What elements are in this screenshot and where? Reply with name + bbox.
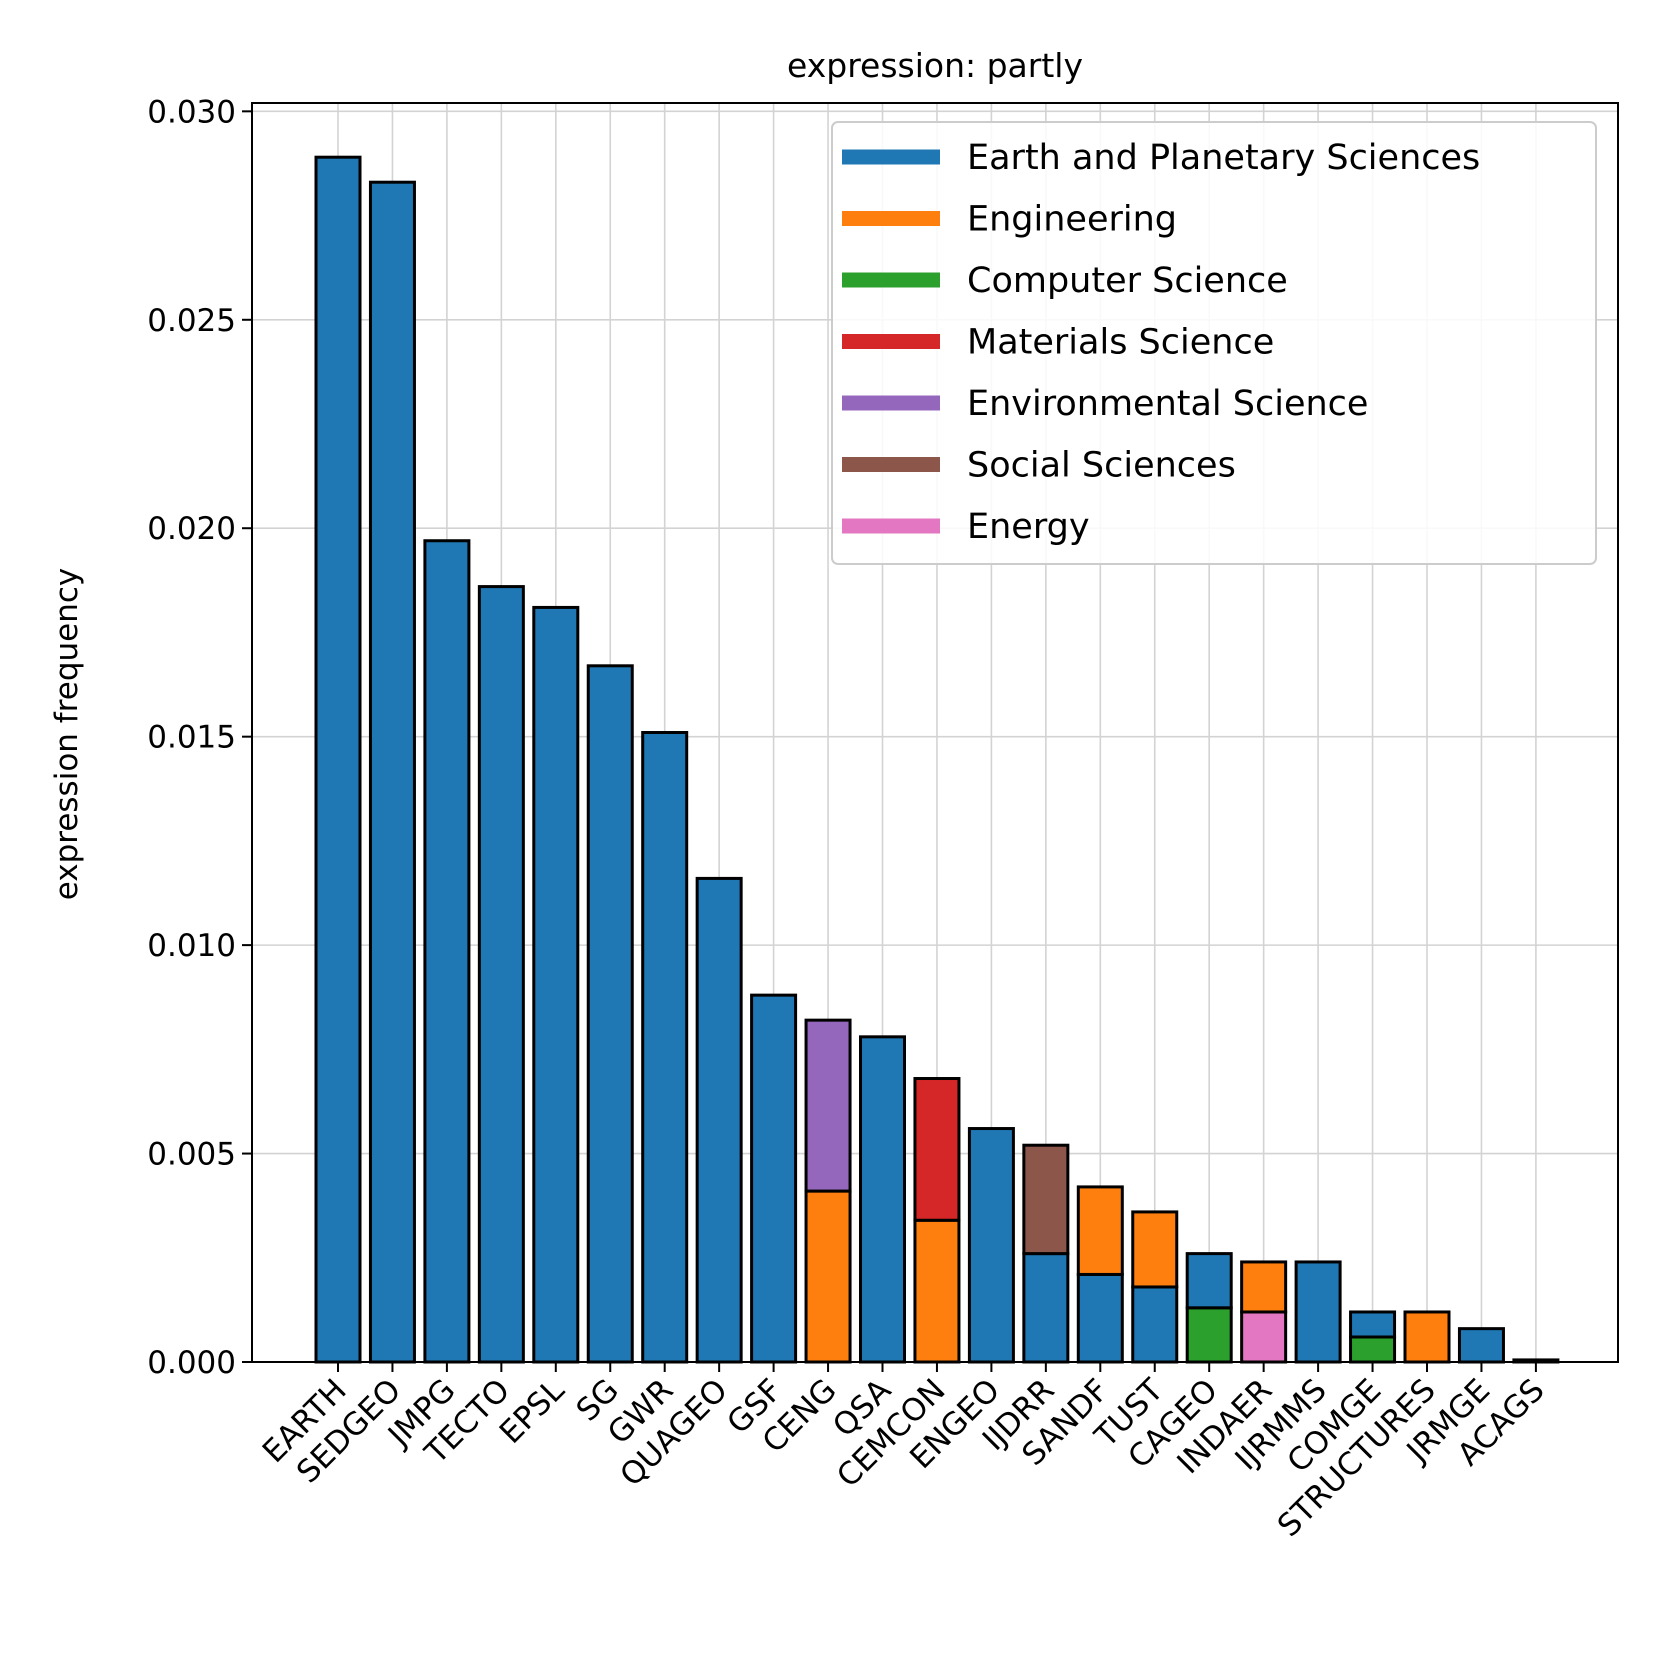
bar-indaer-engineering — [1240, 1260, 1288, 1314]
legend-label: Earth and Planetary Sciences — [967, 138, 1480, 178]
bar-ijdrr-social-sciences — [1022, 1143, 1070, 1256]
bar-sg-earth-and-planetary-sciences — [586, 664, 634, 1364]
bar-ijdrr-earth-and-planetary-sciences — [1022, 1252, 1070, 1364]
bar-cageo-earth-and-planetary-sciences — [1185, 1252, 1233, 1310]
bar-cemcon-engineering — [913, 1218, 961, 1364]
plot-frame — [251, 102, 1619, 1363]
bar-gsf-earth-and-planetary-sciences — [750, 993, 798, 1364]
y-tick-label: 0.025 — [147, 303, 236, 339]
bar-comge-computer-science — [1349, 1335, 1397, 1364]
bar-ceng-environmental-science — [804, 1018, 852, 1193]
bar-ceng-engineering — [804, 1189, 852, 1364]
bar-quageo-earth-and-planetary-sciences — [695, 876, 743, 1364]
bar-sandf-engineering — [1076, 1185, 1124, 1276]
legend-box — [831, 121, 1597, 565]
bar-engeo-earth-and-planetary-sciences — [967, 1127, 1015, 1364]
y-axis-label: expression frequency — [49, 568, 85, 901]
bar-tust-engineering — [1131, 1210, 1179, 1289]
bar-cageo-computer-science — [1185, 1306, 1233, 1364]
legend-label: Computer Science — [967, 261, 1288, 301]
bars — [314, 155, 1560, 1364]
y-tick-label: 0.005 — [147, 1137, 236, 1173]
legend-label: Materials Science — [967, 323, 1274, 363]
bar-indaer-energy — [1240, 1310, 1288, 1364]
legend-label: Engineering — [967, 200, 1177, 240]
bar-tust-earth-and-planetary-sciences — [1131, 1285, 1179, 1364]
bar-sandf-earth-and-planetary-sciences — [1076, 1272, 1124, 1364]
y-tick-label: 0.010 — [147, 928, 236, 964]
y-tick-label: 0.020 — [147, 511, 236, 547]
y-tick-label: 0.015 — [147, 720, 236, 756]
bar-tecto-earth-and-planetary-sciences — [477, 585, 525, 1364]
bar-structures-engineering — [1403, 1310, 1451, 1364]
chart-title: expression: partly — [787, 46, 1083, 85]
bar-sedgeo-earth-and-planetary-sciences — [368, 180, 416, 1364]
bar-cemcon-materials-science — [913, 1077, 961, 1222]
bar-ijrmms-earth-and-planetary-sciences — [1294, 1260, 1342, 1364]
legend-label: Environmental Science — [967, 384, 1368, 424]
legend-label: Energy — [967, 507, 1090, 547]
bar-gwr-earth-and-planetary-sciences — [641, 731, 689, 1364]
bar-epsl-earth-and-planetary-sciences — [532, 605, 580, 1364]
bar-jmpg-earth-and-planetary-sciences — [423, 539, 471, 1364]
legend-label: Social Sciences — [967, 446, 1236, 486]
y-tick-label: 0.030 — [147, 94, 236, 130]
bar-comge-earth-and-planetary-sciences — [1349, 1310, 1397, 1339]
bar-earth-earth-and-planetary-sciences — [314, 155, 362, 1364]
bar-qsa-earth-and-planetary-sciences — [859, 1035, 906, 1364]
y-tick-label: 0.000 — [147, 1345, 236, 1381]
legend: Earth and Planetary Sciences Engineering C… — [831, 121, 1597, 565]
bar-jrmge-earth-and-planetary-sciences — [1457, 1327, 1505, 1364]
